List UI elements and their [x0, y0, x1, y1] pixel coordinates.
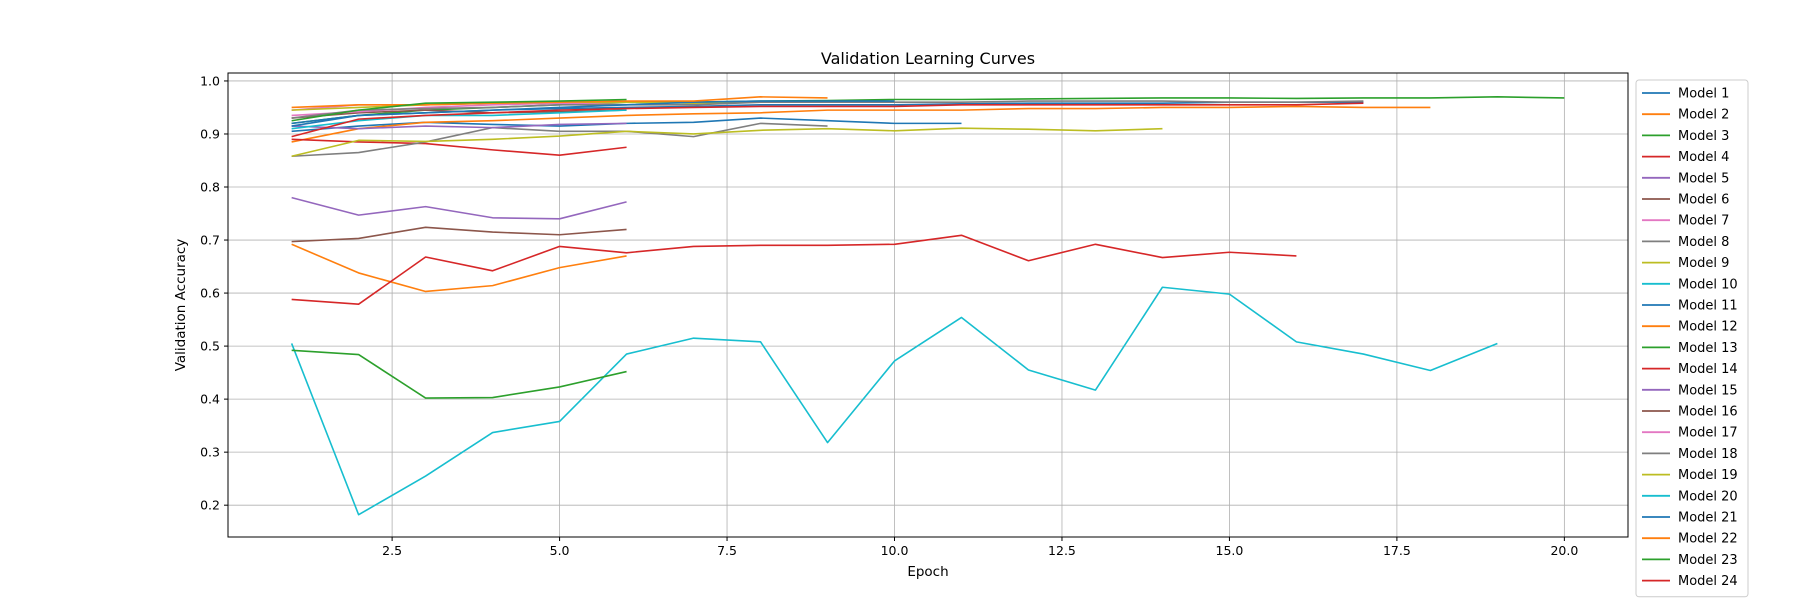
legend-label-model-12: Model 12: [1678, 320, 1738, 335]
x-tick-label: 5.0: [550, 543, 570, 558]
series-line-model-13: [291, 349, 627, 399]
y-tick-label: 1.0: [200, 73, 220, 88]
legend-label-model-24: Model 24: [1678, 574, 1738, 589]
legend-label-model-2: Model 2: [1678, 108, 1729, 123]
legend-label-model-4: Model 4: [1678, 150, 1729, 165]
y-tick-label: 0.2: [200, 498, 220, 513]
x-tick-label: 17.5: [1383, 543, 1411, 558]
legend-label-model-3: Model 3: [1678, 129, 1729, 144]
x-tick-label: 7.5: [717, 543, 737, 558]
y-tick-label: 0.7: [200, 233, 220, 248]
series-line-model-21: [291, 100, 895, 127]
legend-label-model-15: Model 15: [1678, 383, 1738, 398]
legend: Model 1 Model 2 Model 3 Model 4 Model 5 Model…: [1635, 79, 1749, 598]
x-tick-label: 20.0: [1550, 543, 1578, 558]
legend-label-model-19: Model 19: [1678, 468, 1738, 483]
chart-title: Validation Learning Curves: [821, 49, 1035, 68]
legend-frame: [1635, 79, 1749, 598]
series-line-model-2: [291, 105, 1431, 143]
series-line-model-10: [290, 286, 1498, 516]
y-tick-label: 0.4: [200, 392, 220, 407]
legend-label-model-8: Model 8: [1678, 235, 1729, 250]
x-tick-label: 12.5: [1048, 543, 1076, 558]
y-tick-label: 0.6: [200, 286, 220, 301]
legend-label-model-5: Model 5: [1678, 171, 1729, 186]
legend-label-model-11: Model 11: [1678, 299, 1738, 314]
legend-label-model-14: Model 14: [1678, 362, 1738, 377]
series-line-model-4: [291, 138, 627, 156]
legend-label-model-23: Model 23: [1678, 553, 1738, 568]
series-line-model-24: [291, 102, 1364, 138]
legend-label-model-18: Model 18: [1678, 447, 1738, 462]
legend-label-model-13: Model 13: [1678, 341, 1738, 356]
y-tick-label: 0.9: [200, 126, 220, 141]
legend-label-model-21: Model 21: [1678, 511, 1738, 526]
legend-label-model-22: Model 22: [1678, 532, 1738, 547]
legend-label-model-7: Model 7: [1678, 214, 1729, 229]
legend-label-model-20: Model 20: [1678, 489, 1738, 504]
series-line-model-12: [291, 243, 627, 293]
series-line-model-14: [291, 234, 1297, 306]
legend-label-model-6: Model 6: [1678, 193, 1729, 208]
y-tick-label: 0.3: [200, 445, 220, 460]
x-tick-label: 2.5: [382, 543, 402, 558]
series-line-model-8: [291, 122, 828, 158]
series-line-model-23: [291, 98, 627, 122]
x-tick-label: 10.0: [881, 543, 909, 558]
series-line-model-6: [291, 226, 627, 243]
legend-label-model-9: Model 9: [1678, 256, 1729, 271]
plot-frame: [227, 72, 1629, 538]
tick-layer: 2.5 5.0 7.5 10.0 12.5 15.0 17.5 20.0 0.2 0.3 0.4 0.…: [200, 73, 1578, 558]
y-axis-label: Validation Accuracy: [173, 239, 189, 372]
x-axis-label: Epoch: [907, 564, 948, 580]
series-line-model-15: [291, 122, 627, 130]
legend-label-model-10: Model 10: [1678, 277, 1738, 292]
y-tick-label: 0.8: [200, 180, 220, 195]
legend-label-model-16: Model 16: [1678, 405, 1738, 420]
series-line-model-22: [291, 96, 828, 109]
x-tick-label: 15.0: [1216, 543, 1244, 558]
series-line-model-19: [291, 127, 1163, 158]
legend-label-model-17: Model 17: [1678, 426, 1738, 441]
legend-label-model-1: Model 1: [1678, 87, 1729, 102]
series-layer: [290, 96, 1565, 516]
series-line-model-5: [291, 196, 627, 220]
series-line-model-18: [291, 100, 1364, 119]
y-tick-label: 0.5: [200, 339, 220, 354]
